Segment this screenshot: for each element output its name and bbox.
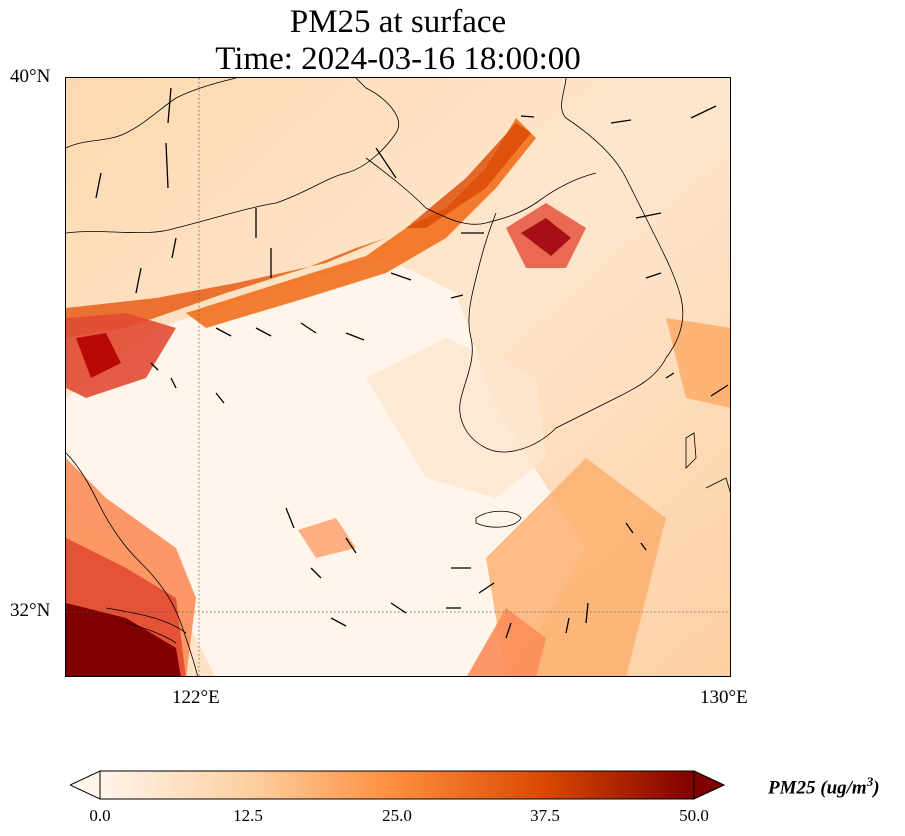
colorbar: [68, 770, 726, 805]
colorbar-extend-high: [693, 770, 726, 800]
pollution-hotspot-shanghai: [66, 603, 181, 676]
pollution-band-coast: [186, 118, 536, 328]
colorbar-gradient: [99, 770, 695, 800]
pollution-hotspot-korea: [521, 218, 571, 256]
colorbar-svg: [68, 770, 726, 800]
colorbar-tick-4: 50.0: [679, 806, 709, 825]
map-timestamp: Time: 2024-03-16 18:00:00: [215, 41, 581, 77]
pollution-patch-sea: [298, 518, 356, 558]
colorbar-title-close: ): [873, 777, 880, 799]
colorbar-tick-0: 0.0: [89, 806, 111, 825]
graticule: [66, 78, 730, 676]
lat-label-40n: 40°N: [10, 66, 51, 87]
lat-label-32n: 32°N: [10, 600, 51, 621]
colorbar-tick-1: 12.5: [233, 806, 263, 825]
map-title: PM25 at surface: [289, 4, 507, 40]
coastlines: [66, 78, 730, 676]
wind-vectors: [95, 87, 729, 639]
pollution-hotspot-shandong: [76, 333, 121, 378]
pollution-patch-southeast-2: [467, 608, 546, 676]
pm25-field-svg: [66, 78, 730, 676]
colorbar-title-text: PM25 (ug/m: [768, 777, 867, 799]
colorbar-tick-2: 25.0: [382, 806, 412, 825]
colorbar-title-sup: 3: [866, 774, 874, 789]
pollution-band-north: [66, 238, 386, 338]
colorbar-title: PM25 (ug/m3): [768, 774, 880, 799]
light-haze-region: [366, 338, 546, 498]
lon-label-130e: 130°E: [700, 687, 748, 708]
colorbar-tick-3: 37.5: [530, 806, 560, 825]
pollution-patch-southeast: [486, 458, 666, 676]
pollution-patch-east: [666, 318, 730, 408]
pollution-band-liaodong: [406, 123, 531, 228]
colorbar-extend-low: [68, 770, 101, 800]
lon-label-122e: 122°E: [172, 687, 220, 708]
pm25-map: [65, 77, 731, 677]
